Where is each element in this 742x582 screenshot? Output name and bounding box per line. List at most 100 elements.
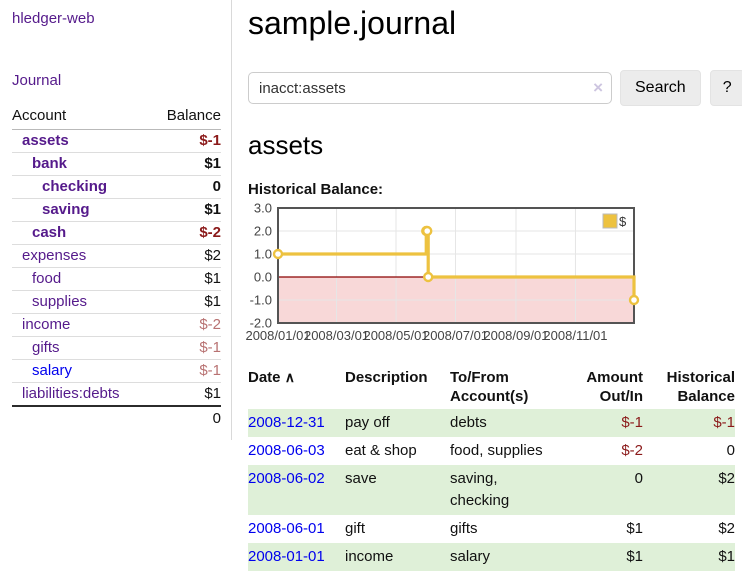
register-balance: $2: [718, 520, 735, 537]
x-axis-tick-label: 2008/05/01: [363, 328, 428, 343]
account-row: gifts $-1: [12, 336, 221, 360]
account-cell: saving: [12, 198, 151, 222]
register-accounts: food, supplies: [450, 442, 543, 459]
account-link-bank[interactable]: bank: [32, 155, 68, 172]
search-form: × Search ?: [248, 70, 742, 106]
account-cell: income: [12, 313, 151, 337]
chart-canvas: $3.0 2.0 1.0 0.0 -1.0 -2.02008/01/012008/03/0…: [245, 201, 640, 343]
account-balance: $1: [150, 290, 221, 314]
chart-title: Historical Balance:: [248, 181, 384, 198]
search-input[interactable]: [248, 72, 612, 104]
data-point-marker: [628, 294, 640, 306]
account-link-cash[interactable]: cash: [32, 224, 67, 241]
data-point-marker: [272, 248, 284, 260]
accounts-header-balance: Balance: [150, 104, 221, 130]
page-title: sample.journal: [248, 5, 457, 41]
account-link-saving[interactable]: saving: [42, 201, 90, 218]
register-row: 2008-06-03 eat & shop food, supplies $-2 0: [248, 437, 735, 465]
register-description: save: [345, 465, 450, 515]
accounts-total-value: 0: [150, 405, 221, 430]
x-axis-tick-label: 2008/09/01: [483, 328, 548, 343]
account-row: saving $1: [12, 198, 221, 222]
account-link-assets[interactable]: assets: [22, 132, 69, 149]
account-link-salary[interactable]: salary: [32, 362, 73, 379]
account-link-checking[interactable]: checking: [42, 178, 108, 195]
date-link[interactable]: 2008-06-02: [248, 470, 325, 487]
date-link[interactable]: 2008-06-03: [248, 442, 325, 459]
register-header-date[interactable]: Date ∧: [248, 366, 345, 409]
account-cell: checking: [12, 175, 151, 199]
account-balance: $1: [150, 152, 221, 176]
accounts-header-account: Account: [12, 104, 151, 130]
accounts-table: Account Balance assets $-1 bank $1 checking 0…: [12, 104, 221, 430]
account-balance: $1: [204, 385, 221, 402]
help-button[interactable]: ?: [709, 70, 742, 106]
x-axis-tick-label: 2008/07/01: [423, 328, 488, 343]
account-link-liabilities-debts[interactable]: liabilities:debts: [22, 385, 120, 402]
register-balance: 0: [726, 442, 735, 459]
account-balance: 0: [150, 175, 221, 199]
account-balance: $-1: [150, 129, 221, 153]
account-link-gifts[interactable]: gifts: [32, 339, 60, 356]
register-amount: $1: [626, 520, 643, 537]
account-balance: $1: [150, 198, 221, 222]
register-description: income: [345, 543, 450, 571]
account-balance: $-2: [150, 221, 221, 245]
account-cell: bank: [12, 152, 151, 176]
account-row: salary $-1: [12, 359, 221, 383]
register-balance: $1: [643, 543, 735, 571]
x-axis-tick-label: 2008/01/01: [245, 328, 310, 343]
register-row: 2008-01-01 income salary $1 $1: [248, 543, 735, 571]
register-row: 2008-06-02 save saving, checking 0 $2: [248, 465, 735, 515]
brand-link[interactable]: hledger-web: [12, 10, 95, 27]
account-row: assets $-1: [12, 129, 221, 153]
register-accounts: salary: [450, 543, 575, 571]
account-cell: expenses: [12, 244, 151, 268]
spacer: [12, 405, 151, 430]
account-balance: $1: [150, 267, 221, 291]
account-row: food $1: [12, 267, 221, 291]
register-amount: $1: [575, 543, 643, 571]
clear-search-icon[interactable]: ×: [593, 78, 603, 97]
register-header-accounts: To/From Account(s): [450, 369, 529, 405]
date-link[interactable]: 2008-06-01: [248, 520, 325, 537]
y-axis-tick-label: -1.0: [250, 293, 272, 308]
y-axis-tick-label: -2.0: [250, 316, 272, 331]
account-row: income $-2: [12, 313, 221, 337]
account-link-income[interactable]: income: [22, 316, 71, 333]
account-heading: assets: [248, 130, 324, 160]
data-point-marker: [423, 271, 434, 283]
register-amount: 0: [575, 465, 643, 515]
account-link-expenses[interactable]: expenses: [22, 247, 87, 264]
main-content: sample.journal × Search ? assets Histori…: [232, 0, 742, 571]
account-link-supplies[interactable]: supplies: [32, 293, 88, 310]
register-description: gift: [345, 520, 366, 537]
account-cell: salary: [12, 359, 151, 383]
account-cell: assets: [12, 129, 151, 153]
account-cell: gifts: [12, 336, 151, 360]
sidebar-item-journal[interactable]: Journal: [12, 72, 62, 89]
register-row: 2008-12-31 pay off debts $-1 $-1: [248, 409, 735, 437]
legend-swatch: [602, 213, 618, 229]
register-accounts: saving, checking: [450, 465, 575, 515]
register-accounts: gifts: [450, 520, 478, 537]
date-link[interactable]: 2008-01-01: [248, 548, 325, 565]
y-axis-tick-label: 2.0: [254, 224, 272, 239]
x-axis-tick-label: 2008/03/01: [304, 328, 369, 343]
account-cell: liabilities:debts: [12, 383, 151, 407]
y-axis-tick-label: 0.0: [254, 270, 272, 285]
sort-ascending-icon: ∧: [284, 369, 295, 385]
account-row: cash $-2: [12, 221, 221, 245]
accounts-total-row: 0: [12, 405, 221, 430]
date-link[interactable]: 2008-12-31: [248, 414, 325, 431]
register-amount: $-1: [575, 409, 643, 437]
register-accounts: debts: [450, 409, 575, 437]
register-description: eat & shop: [345, 442, 417, 459]
legend-label: $: [619, 214, 627, 229]
register-balance: $2: [643, 465, 735, 515]
register-header-balance: Historical Balance: [666, 369, 735, 405]
register-date-cell: 2008-06-02: [248, 465, 345, 515]
account-row: liabilities:debts $1: [12, 383, 221, 407]
account-link-food[interactable]: food: [32, 270, 62, 287]
search-button[interactable]: Search: [620, 70, 701, 106]
